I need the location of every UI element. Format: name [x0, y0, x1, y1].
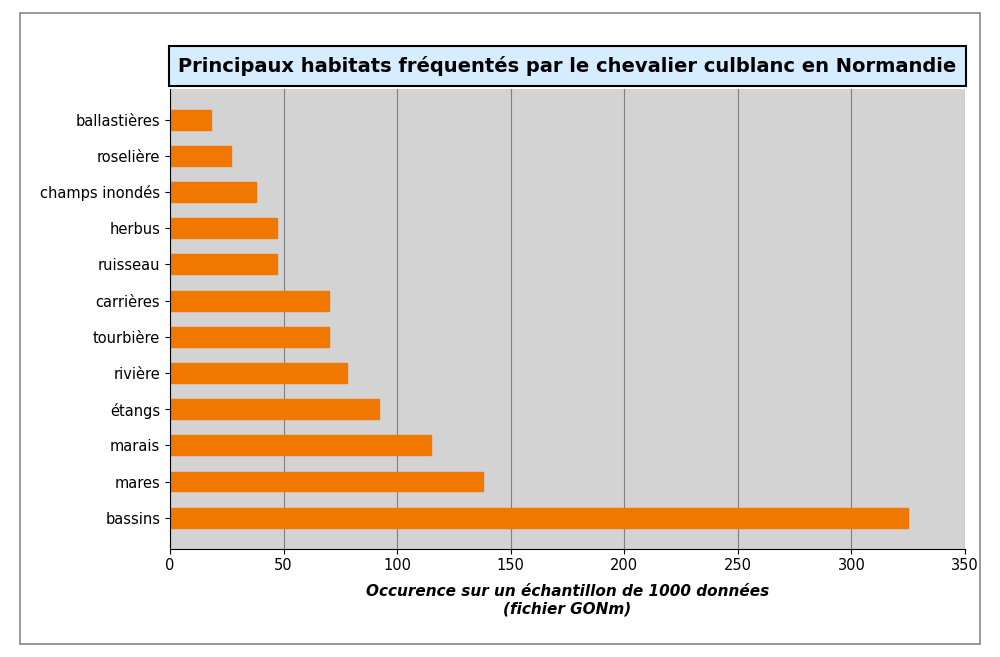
Bar [170, 182, 256, 202]
Bar [170, 399, 379, 419]
X-axis label: Occurence sur un échantillon de 1000 données
(fichier GONm): Occurence sur un échantillon de 1000 don… [366, 585, 769, 617]
Bar [170, 472, 483, 491]
Bar [170, 436, 431, 455]
Bar [170, 254, 277, 275]
Bar [170, 290, 329, 311]
Bar [170, 218, 277, 238]
Bar [170, 508, 908, 528]
Bar [170, 327, 329, 347]
Bar [170, 110, 211, 129]
Bar [170, 146, 231, 166]
Bar [170, 363, 347, 383]
Title: Principaux habitats fréquentés par le chevalier culblanc en Normandie: Principaux habitats fréquentés par le ch… [178, 56, 957, 76]
